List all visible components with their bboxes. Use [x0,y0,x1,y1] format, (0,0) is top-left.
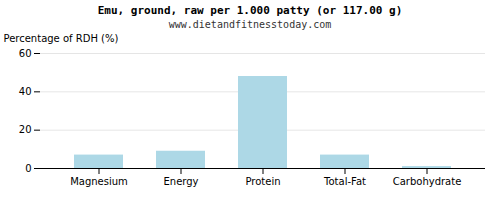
svg-text:Magnesium: Magnesium [70,176,128,187]
svg-text:0: 0 [25,163,31,174]
svg-text:Carbohydrate: Carbohydrate [393,176,462,187]
svg-text:Percentage of RDH (%): Percentage of RDH (%) [4,33,119,44]
html-text:Emu, ground, raw per 1.000 pat: Emu, ground, raw per 1.000 patty (or 117… [97,4,403,17]
svg-text:20: 20 [19,124,32,135]
svg-text:60: 60 [19,48,32,59]
html-text:www.dietandfitnesstoday.com: www.dietandfitnesstoday.com [168,19,332,30]
svg-text:40: 40 [19,86,32,97]
svg-text:Protein: Protein [245,176,280,187]
svg-text:Energy: Energy [163,176,198,187]
svg-text:Total-Fat: Total-Fat [323,176,366,187]
